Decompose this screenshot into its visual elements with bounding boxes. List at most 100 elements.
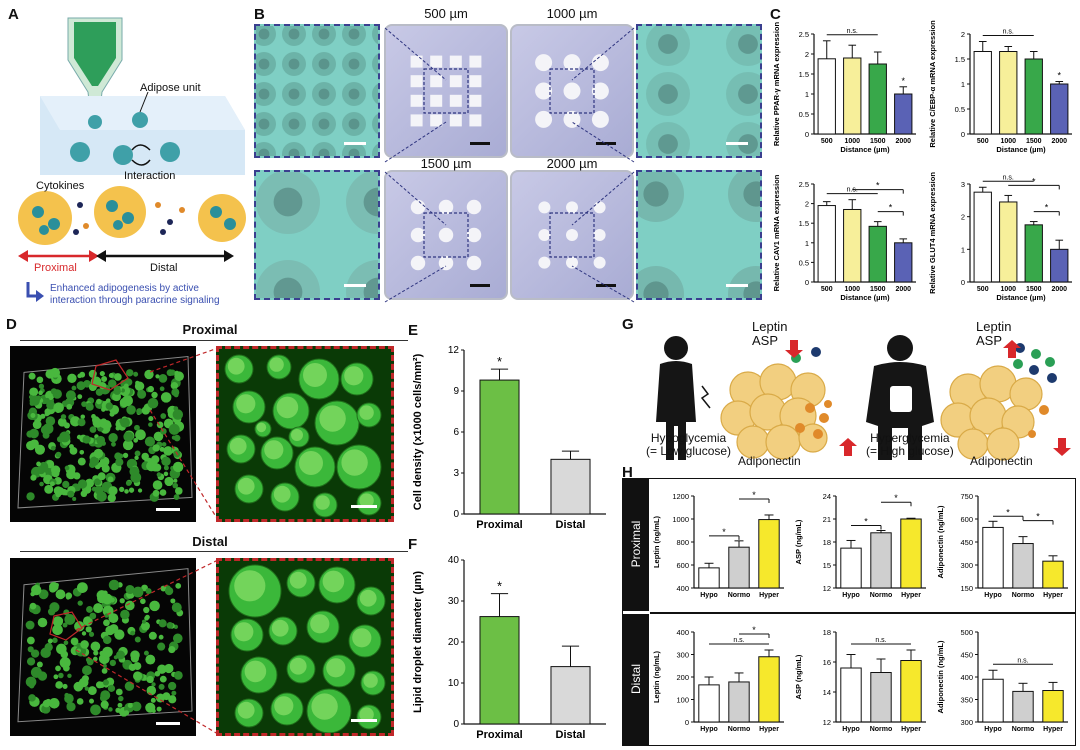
- cell-cluster: [157, 642, 166, 651]
- cell-cluster: [168, 646, 176, 654]
- cell-cluster: [63, 422, 70, 429]
- cell-cluster: [133, 371, 139, 377]
- cell-cluster: [30, 412, 36, 418]
- volume-box: [17, 568, 193, 723]
- hypo-line-1: Hypoglycemia: [650, 431, 727, 445]
- scale-bar: [156, 508, 180, 511]
- cell-cluster: [29, 602, 37, 610]
- microscopy-1000um: [636, 24, 762, 158]
- cell-cluster: [145, 588, 152, 595]
- x-tick-label: Hypo: [700, 726, 718, 733]
- significance-star: *: [722, 527, 726, 537]
- cell-cluster: [36, 661, 43, 668]
- device-wells: [410, 55, 490, 145]
- x-tick-label: 1500: [1026, 286, 1042, 293]
- cell-cluster: [115, 458, 124, 467]
- spheroid-core: [288, 28, 300, 40]
- droplet-highlight: [264, 440, 284, 460]
- cell-cluster: [84, 478, 95, 488]
- chart-c4: 0 1 2 3 Relative GLUT4 mRNA expression 500 100…: [928, 172, 1072, 302]
- cell-cluster: [157, 664, 167, 674]
- cell-cluster: [85, 626, 92, 633]
- connector-line: [571, 171, 635, 226]
- cell-cluster: [94, 485, 104, 495]
- spheroid: [372, 53, 378, 75]
- droplet-highlight: [359, 405, 374, 420]
- well: [593, 229, 606, 241]
- cell-cluster: [107, 684, 116, 692]
- x-tick-label: 1000: [1000, 138, 1016, 145]
- panel-label-f: F: [408, 536, 418, 553]
- well: [466, 199, 482, 215]
- y-tick-label: 0.5: [799, 110, 809, 119]
- y-tick-label: 500: [960, 628, 973, 637]
- x-axis-label: Distance (µm): [996, 293, 1046, 302]
- cell-cluster: [173, 494, 180, 500]
- droplet-highlight: [359, 707, 374, 722]
- y-tick-label: 0.5: [955, 105, 965, 114]
- cell-cluster: [172, 633, 183, 644]
- panel-label-c: C: [770, 6, 781, 23]
- spheroid-core: [348, 148, 360, 156]
- x-tick-label: Proximal: [476, 519, 522, 531]
- y-tick-label: 21: [823, 515, 831, 524]
- spheroid-core: [288, 58, 300, 70]
- y-axis-label: Leptin (ng/mL): [652, 515, 661, 568]
- zoom-box: [423, 212, 469, 258]
- cell-cluster: [135, 380, 140, 386]
- cell-cluster: [108, 379, 117, 388]
- cell-cluster: [122, 395, 133, 407]
- cell-cluster: [101, 667, 108, 674]
- bar: [817, 205, 836, 283]
- droplet-highlight: [363, 673, 378, 688]
- y-tick-label: 2: [961, 213, 965, 222]
- cell-cluster: [28, 694, 36, 702]
- cell-cluster: [98, 461, 105, 468]
- spheroid: [372, 113, 378, 135]
- arrow-up-adiponectin-low-icon: [839, 438, 857, 456]
- cell-cluster: [65, 592, 73, 600]
- droplet-highlight: [237, 477, 255, 495]
- y-tick-label: 16: [823, 658, 831, 667]
- x-tick-label: Hypo: [842, 726, 860, 733]
- label-hypoglycemia: Hypoglycemia (= Low glucose): [646, 432, 731, 458]
- row-label-proximal: Proximal: [629, 520, 643, 568]
- label-1000um: 1000 µm: [546, 6, 598, 21]
- cell-cluster: [77, 394, 83, 400]
- significance-star: *: [876, 181, 880, 191]
- spheroid-core: [643, 281, 669, 298]
- adipose-unit-icon: [70, 112, 180, 165]
- cell-cluster: [174, 487, 183, 495]
- cell-cluster: [62, 622, 68, 628]
- y-tick-label: 9: [453, 386, 459, 397]
- cell-cluster: [130, 650, 140, 660]
- label-asp-high: ASP: [976, 333, 1003, 348]
- cell-cluster: [80, 640, 89, 649]
- x-tick-label: Hyper: [1043, 726, 1063, 733]
- cell-cluster: [127, 702, 133, 709]
- cell-cluster: [107, 493, 116, 503]
- bar: [894, 93, 913, 135]
- cell-cluster: [77, 600, 83, 606]
- cell-cluster: [79, 371, 86, 378]
- arrow-down-adiponectin-high-icon: [1053, 438, 1071, 456]
- cell-cluster: [87, 686, 97, 696]
- y-tick-label: 12: [823, 718, 831, 727]
- label-adiponectin-high: Adiponectin: [970, 454, 1033, 468]
- spheroid-core: [273, 187, 303, 217]
- well: [566, 256, 578, 269]
- x-tick-label: 500: [977, 286, 989, 293]
- y-tick-label: 2: [805, 50, 809, 59]
- bar: [840, 547, 862, 589]
- cell-cluster: [159, 489, 167, 496]
- spheroid-core: [318, 28, 330, 40]
- cell-cluster: [134, 424, 140, 431]
- y-axis-label: Leptin (ng/mL): [652, 650, 661, 703]
- cell-cluster: [145, 654, 156, 665]
- x-tick-label: 2000: [1051, 286, 1067, 293]
- x-tick-label: Proximal: [476, 729, 522, 741]
- well: [593, 256, 606, 269]
- cell-cluster: [164, 663, 174, 674]
- spheroid: [346, 172, 378, 234]
- cell-cluster: [126, 369, 134, 377]
